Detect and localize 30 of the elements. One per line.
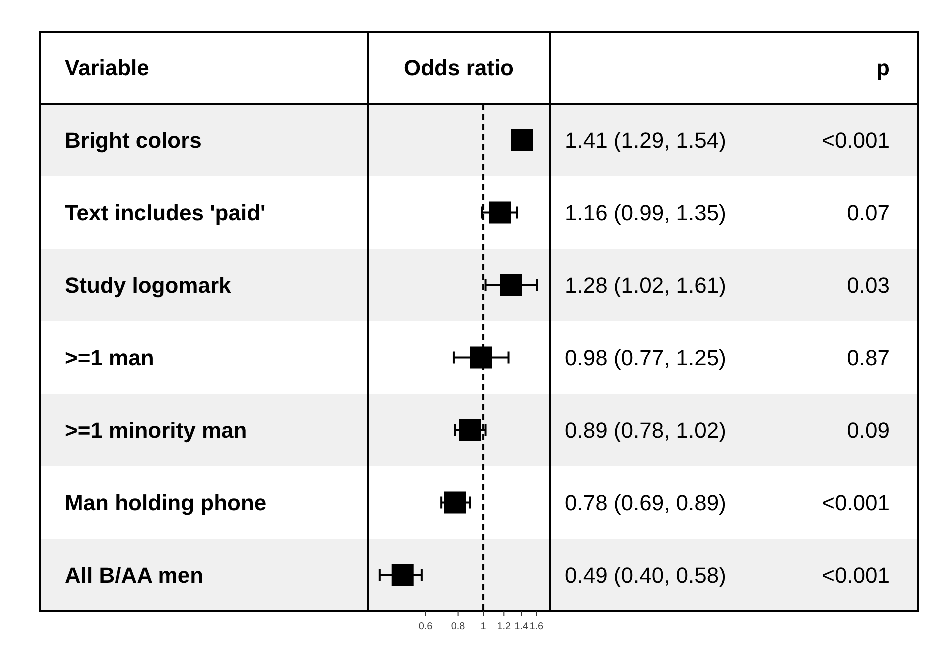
x-tick-label: 1.6 — [530, 622, 544, 632]
x-axis-title: Odds ratio — [404, 56, 514, 81]
y-tick-label: All B/AA men — [65, 562, 204, 588]
x-tick-label: 1 — [480, 622, 487, 632]
x-tick-label: 0.8 — [451, 622, 466, 632]
text: <0.001 — [822, 490, 890, 516]
y-tick-label: Study logomark — [65, 272, 232, 298]
text: <0.001 — [822, 562, 890, 588]
text: 0.87 — [847, 345, 890, 370]
y-axis-title: Variable — [65, 56, 150, 81]
text: 0.09 — [847, 418, 890, 443]
text: <0.001 — [822, 128, 890, 153]
data-label: 1.41 (1.29, 1.54) — [565, 128, 726, 153]
text: 0.07 — [847, 200, 890, 226]
data-label: 1.16 (0.99, 1.35) — [565, 200, 726, 226]
y-tick-label: >=1 minority man — [65, 418, 248, 443]
y-tick-label: Man holding phone — [65, 490, 267, 516]
text: 0.03 — [847, 272, 890, 298]
y-tick-label: Bright colors — [65, 128, 202, 153]
x-tick-label: 1.4 — [514, 622, 529, 632]
text: p — [876, 56, 890, 81]
data-label: 0.89 (0.78, 1.02) — [565, 418, 726, 443]
data-label: 1.28 (1.02, 1.61) — [565, 272, 726, 298]
y-tick-label: >=1 man — [65, 345, 154, 370]
x-tick-label: 1.2 — [497, 622, 512, 632]
data-label: 0.49 (0.40, 0.58) — [565, 562, 726, 588]
data-label: 0.78 (0.69, 0.89) — [565, 490, 726, 516]
data-label: 0.98 (0.77, 1.25) — [565, 345, 726, 370]
x-tick-label: 0.6 — [418, 622, 434, 632]
y-tick-label: Text includes 'paid' — [65, 200, 266, 226]
